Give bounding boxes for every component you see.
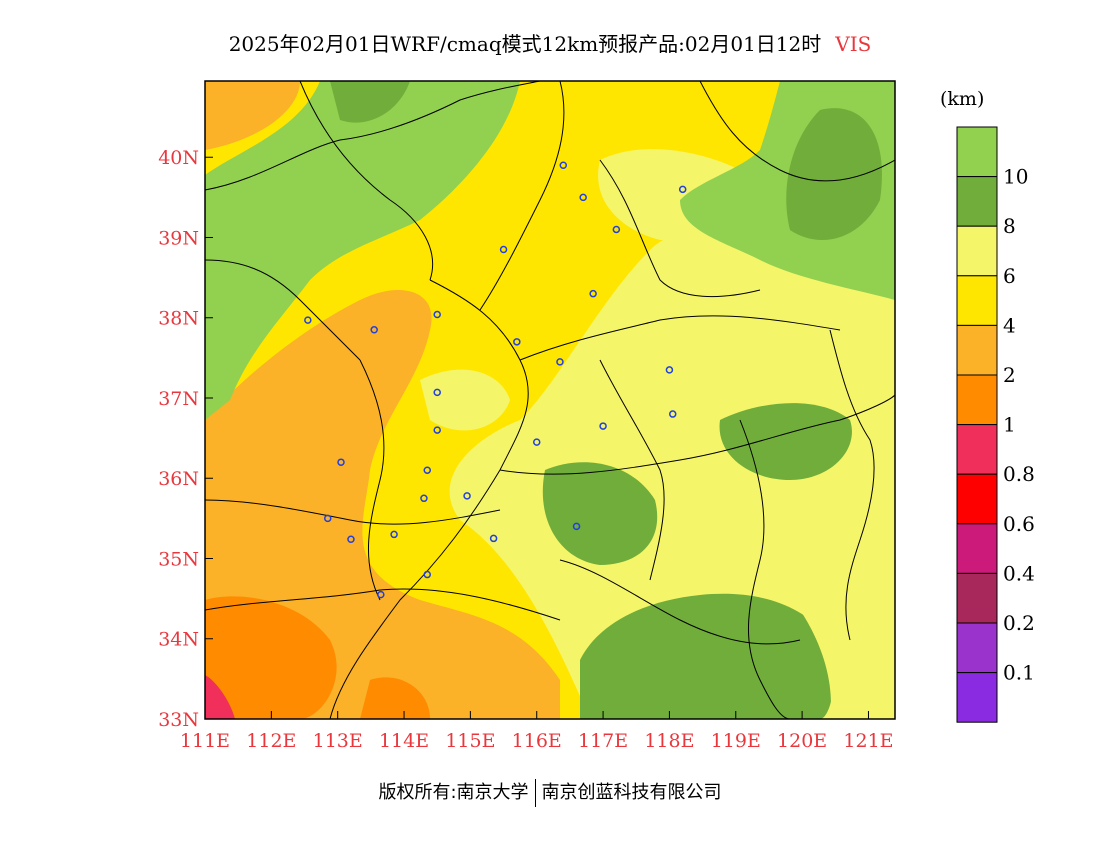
title-text: 2025年02月01日WRF/cmaq模式12km预报产品:02月01日12时 — [228, 32, 822, 56]
border-line — [829, 329, 875, 641]
variable-label: VIS — [835, 32, 872, 56]
lon-tick-label: 117E — [578, 730, 628, 752]
field-dark-green-south — [580, 593, 835, 719]
border-line — [599, 159, 761, 297]
field-orange-northwest — [205, 81, 300, 150]
field-dark-green-northeast — [786, 108, 882, 240]
border-line — [499, 394, 895, 475]
footer: 版权所有:南京大学 南京创蓝科技有限公司 — [0, 778, 1100, 807]
station-marker — [665, 366, 674, 374]
border-line — [739, 419, 791, 719]
station-marker — [347, 535, 355, 543]
lon-tick-label: 111E — [180, 730, 230, 752]
map-fields — [205, 81, 895, 719]
lon-tick-label: 116E — [512, 730, 562, 752]
lon-tick-label: 114E — [379, 730, 429, 752]
lat-tick-label: 35N — [158, 548, 199, 570]
station-marker — [579, 193, 587, 202]
border-line — [205, 499, 501, 525]
field-orange-southwest — [205, 596, 337, 719]
field-dark-green-east — [719, 403, 852, 480]
station-marker — [433, 426, 441, 434]
lat-tick-label: 37N — [158, 388, 199, 410]
field-dark-green-north — [330, 81, 410, 123]
border-line — [205, 259, 361, 361]
station-marker — [323, 514, 332, 523]
station-marker — [377, 590, 385, 599]
province-borders — [205, 81, 895, 719]
station-marker — [532, 438, 541, 446]
field-light-yellow-southeast — [800, 570, 895, 719]
station-marker — [304, 316, 312, 324]
station-marker — [612, 225, 621, 234]
border-line — [479, 81, 565, 311]
station-marker — [433, 388, 441, 397]
axis-ticks: 111E 112E 113E 114E 115E 116E 117E 118E 119E 120E… — [158, 147, 893, 752]
station-marker — [589, 289, 597, 298]
station-marker — [559, 161, 568, 170]
lon-tick-label: 120E — [777, 730, 827, 752]
station-marker — [420, 494, 428, 503]
border-line — [205, 588, 561, 621]
station-marker — [499, 245, 508, 254]
border-line — [329, 279, 529, 719]
station-markers — [304, 161, 687, 599]
lat-tick-label: 36N — [158, 468, 199, 490]
station-marker — [370, 326, 378, 334]
field-green-northwest — [205, 81, 520, 420]
border-line — [519, 315, 841, 361]
footer-separator — [534, 779, 536, 807]
field-light-yellow-center — [420, 369, 510, 431]
lon-tick-label: 119E — [711, 730, 761, 752]
lon-tick-label: 118E — [644, 730, 694, 752]
station-marker — [423, 466, 432, 474]
station-marker — [678, 185, 687, 194]
map-frame — [204, 80, 896, 720]
station-marker — [423, 570, 432, 579]
footer-right: 南京创蓝科技有限公司 — [541, 782, 722, 803]
station-marker — [337, 458, 345, 466]
border-line — [599, 359, 665, 581]
lon-tick-label: 115E — [445, 730, 495, 752]
station-marker — [433, 310, 441, 319]
lat-tick-label: 34N — [158, 629, 199, 651]
lon-tick-label: 113E — [313, 730, 363, 752]
legend-unit: (km) — [940, 88, 985, 110]
field-dark-green-center — [542, 462, 658, 565]
lon-tick-label: 121E — [843, 730, 893, 752]
border-line — [359, 359, 385, 601]
field-pink-corner — [205, 675, 235, 719]
lat-tick-label: 40N — [158, 147, 199, 169]
station-marker — [489, 534, 498, 543]
station-marker — [599, 422, 607, 430]
lon-tick-label: 112E — [246, 730, 296, 752]
footer-left: 版权所有:南京大学 — [378, 782, 529, 803]
border-line — [299, 81, 434, 281]
lat-tick-label: 39N — [158, 227, 199, 249]
border-line — [559, 559, 801, 645]
station-marker — [463, 492, 471, 500]
border-line — [699, 81, 895, 182]
field-orange-south — [360, 677, 430, 719]
map-title: 2025年02月01日WRF/cmaq模式12km预报产品:02月01日12时 V… — [0, 28, 1100, 57]
lat-tick-label: 38N — [158, 308, 199, 330]
station-marker — [668, 410, 677, 418]
lat-tick-label: 33N — [158, 709, 199, 731]
station-marker — [572, 522, 581, 531]
field-light-yellow-east — [449, 230, 895, 719]
border-line — [205, 81, 541, 191]
station-marker — [390, 530, 398, 539]
station-marker — [513, 338, 521, 346]
station-marker — [556, 358, 564, 366]
